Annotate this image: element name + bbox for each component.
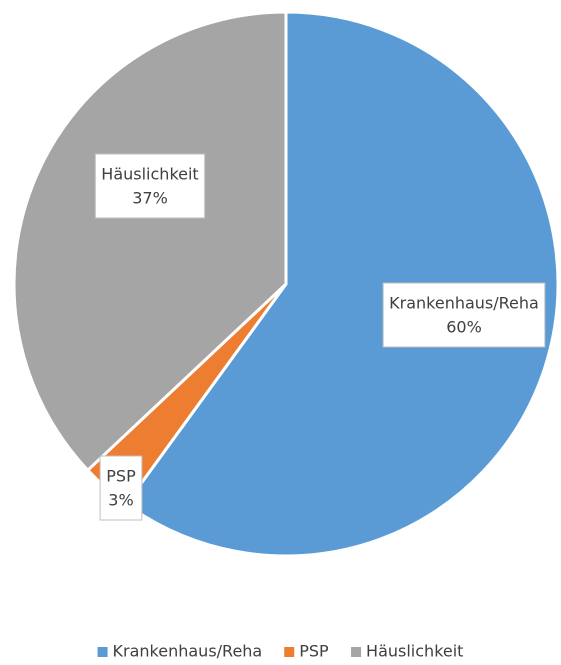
- pie-slice: [12, 10, 288, 473]
- data-label-box: [94, 153, 206, 219]
- legend-label: PSP: [299, 642, 329, 661]
- data-label: PSP 3%: [99, 455, 143, 521]
- data-label-value: 60%: [446, 318, 482, 337]
- data-label-value: 37%: [132, 189, 168, 208]
- data-label: Krankenhaus/Reha 60%: [382, 282, 546, 348]
- legend-marker: [351, 647, 362, 657]
- legend-marker: [284, 647, 295, 657]
- legend-label: Krankenhaus/Reha: [113, 642, 263, 661]
- data-label-value: 3%: [108, 491, 133, 510]
- data-label-name: PSP: [106, 467, 136, 486]
- legend-marker: [97, 647, 108, 657]
- data-label-box: [382, 282, 546, 348]
- data-label-box: [99, 455, 143, 521]
- data-label-name: Häuslichkeit: [101, 165, 198, 184]
- data-label-name: Krankenhaus/Reha: [389, 294, 539, 313]
- data-label: Häuslichkeit 37%: [94, 153, 206, 219]
- pie-slice: [124, 10, 560, 558]
- legend-label: Häuslichkeit: [366, 642, 463, 661]
